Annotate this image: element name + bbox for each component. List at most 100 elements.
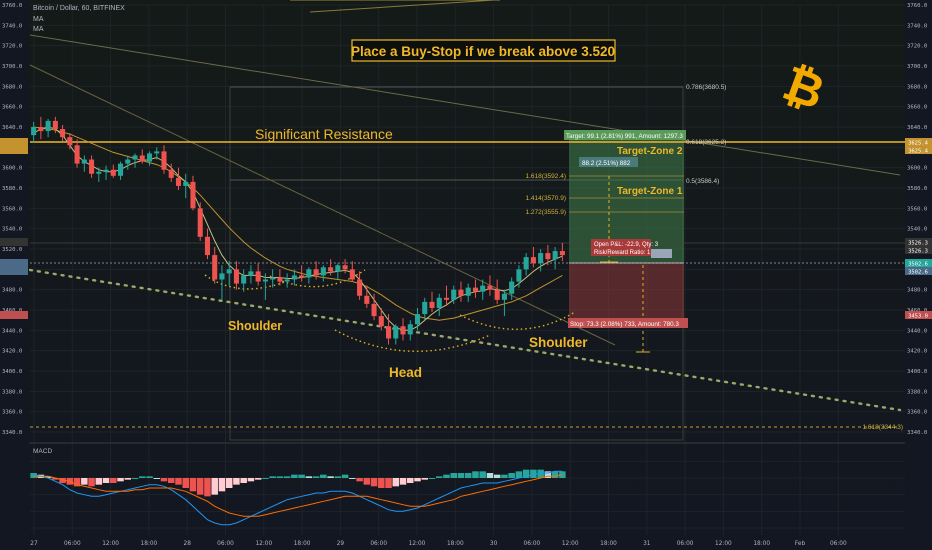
candle-body [52, 120, 58, 130]
price-tag-5-text: 3502.6 [908, 262, 928, 268]
macd-histogram-bar [414, 478, 421, 482]
diagonal-line-1 [29, 34, 901, 176]
indicator-ma-1[interactable]: MA [33, 16, 44, 23]
time-tick: 31 [643, 541, 651, 547]
time-tick: 06:00 [830, 541, 847, 547]
time-tick: 28 [184, 541, 192, 547]
candle-body [357, 279, 363, 296]
time-tick: 12:00 [255, 541, 272, 547]
left-price-tag-last [0, 238, 28, 246]
candle-body [313, 269, 319, 276]
price-series [31, 116, 565, 345]
price-tick-right: 3560.0 [907, 206, 927, 212]
candle-body [320, 267, 326, 276]
candle-body [45, 120, 51, 132]
price-tick-left: 3720.0 [2, 44, 22, 50]
candle-body [443, 297, 450, 300]
candle-body [168, 169, 174, 178]
macd-histogram-bar [493, 474, 501, 478]
macd-histogram-bar [269, 476, 276, 478]
resistance-label: Significant Resistance [255, 126, 393, 142]
time-tick: 18:00 [141, 541, 158, 547]
left-shoulder-arc-2 [269, 269, 366, 288]
macd-histogram-bar [544, 471, 552, 478]
candle-body [125, 159, 131, 164]
macd-histogram-bar [247, 478, 255, 482]
price-tick-left: 3760.0 [2, 3, 22, 9]
price-tag-7-text: 3453.0 [908, 314, 928, 320]
support-trendline[interactable] [28, 268, 902, 412]
time-tick: 12:00 [102, 541, 119, 547]
price-tick-right: 3740.0 [907, 23, 927, 29]
buy-stop-note-box[interactable] [351, 39, 616, 62]
time-axis[interactable] [0, 535, 932, 550]
candle-body [509, 281, 515, 294]
candle-body [67, 137, 73, 146]
macd-histogram-bar [407, 478, 414, 483]
macd-histogram-bar [356, 478, 363, 482]
price-tick-left: 3740.0 [2, 23, 22, 29]
candle-body [400, 326, 406, 335]
macd-histogram-bar [211, 478, 218, 495]
candle-body [364, 295, 370, 304]
macd-histogram-bar [428, 478, 436, 479]
time-labels: 27 06:00 12:00 18:00 28 06:00 12:00 18:00 29 06:0… [30, 541, 847, 547]
time-tick: 12:00 [409, 541, 426, 547]
price-tag-6 [905, 267, 932, 275]
macd-histogram-bar [443, 474, 450, 478]
macd-histogram-bar [435, 476, 443, 478]
stop-label: Stop: 73.3 (2.08%) 733, Amount: 780.3 [570, 321, 679, 328]
fib-0786-label: 0.786(3680.5) [686, 84, 726, 91]
price-tick-right: 3400.0 [907, 369, 927, 375]
candle-body [233, 269, 239, 284]
candle-body [38, 127, 44, 132]
price-tick-right: 3440.0 [907, 328, 927, 334]
macd-histogram-bar [363, 478, 371, 485]
price-tick-right: 3360.0 [907, 410, 927, 416]
price-tick-left: 3380.0 [2, 389, 22, 395]
time-tick: 06:00 [677, 541, 694, 547]
price-tag-6-text: 3502.6 [908, 270, 928, 276]
time-tick: 18:00 [753, 541, 770, 547]
left-price-tag-resistance [0, 138, 28, 154]
macd-histogram-bar [508, 473, 515, 478]
macd-histogram-bar [501, 474, 508, 478]
price-tag-1-text: 3625.4 [908, 141, 929, 147]
candle-body [371, 303, 377, 317]
candle-body [451, 289, 457, 300]
pnl-label-box[interactable] [591, 239, 651, 256]
price-tick-left: 3660.0 [2, 105, 22, 111]
price-tick-right: 3680.0 [907, 84, 927, 90]
price-tick-left: 3360.0 [2, 410, 22, 416]
indicator-ma-2[interactable]: MA [33, 26, 44, 33]
price-tick-left: 3440.0 [2, 328, 22, 334]
macd-histogram-bar [392, 478, 400, 487]
candle-body [277, 277, 283, 282]
signal-line [33, 474, 563, 517]
target-label: Target: 99.1 (2.81%) 991, Amount: 1297.3 [566, 133, 683, 140]
macd-histogram-bar [146, 476, 153, 478]
ma-slow-line [33, 126, 563, 321]
price-tick-right: 3480.0 [907, 288, 927, 294]
candle-body [60, 129, 66, 138]
macd-histogram-bar [522, 469, 530, 478]
stop-zone-box[interactable] [569, 263, 684, 323]
price-tag-4 [905, 246, 932, 254]
candle-body [465, 287, 471, 296]
target-label-box[interactable] [564, 130, 686, 140]
macd-histogram-bar [262, 478, 269, 479]
price-tick-left: 3560.0 [2, 206, 22, 212]
price-tick-right: 3540.0 [907, 227, 927, 233]
macd-histogram-bar [189, 478, 197, 492]
macd-histogram-bar [537, 469, 544, 478]
candle-body [183, 181, 189, 186]
candle-body [530, 257, 536, 264]
candle-body [103, 169, 109, 172]
mid-label-box [579, 157, 638, 167]
stop-label-box[interactable] [568, 318, 688, 328]
price-tag-7 [905, 311, 932, 319]
top-diagonal [309, 0, 496, 13]
grid [30, 4, 905, 535]
macd-label[interactable]: MACD [33, 448, 52, 455]
